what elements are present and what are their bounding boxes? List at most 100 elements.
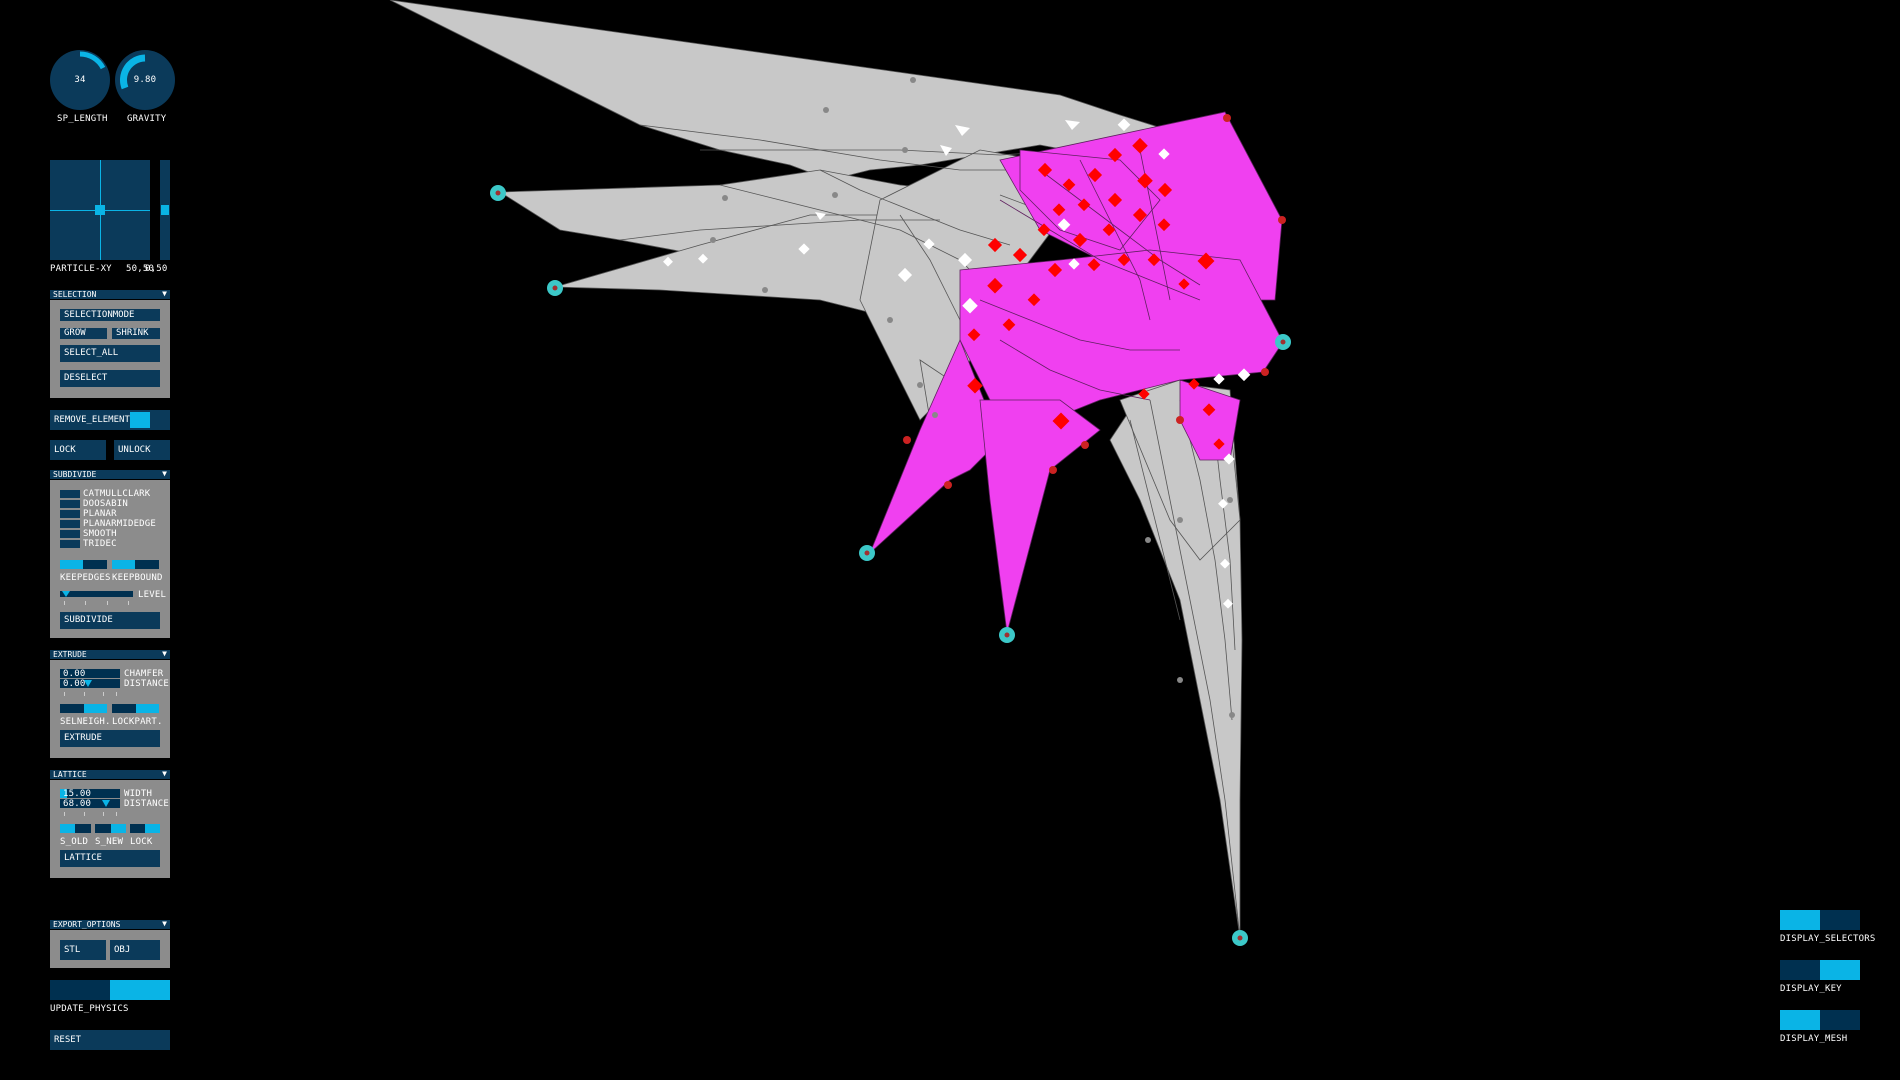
remove-element-label: REMOVE_ELEMENT <box>54 415 130 425</box>
gravity-knob-arc <box>120 54 146 90</box>
keepbound-toggle[interactable] <box>112 560 159 569</box>
selection-header[interactable]: SELECTION ▼ <box>50 289 170 299</box>
select-all-button[interactable]: SELECT_ALL <box>60 345 160 362</box>
deselect-button[interactable]: DESELECT <box>60 370 160 387</box>
chamfer-slider[interactable] <box>60 669 120 678</box>
subdivide-option-doosabin[interactable]: DOOSABIN <box>60 499 165 509</box>
export-options-header-label: EXPORT_OPTIONS <box>53 920 121 929</box>
sp-length-label: SP_LENGTH <box>57 114 108 124</box>
subdivide-option-planar[interactable]: PLANAR <box>60 509 165 519</box>
display-selectors-label: DISPLAY_SELECTORS <box>1780 934 1876 944</box>
update-physics-toggle[interactable] <box>50 980 170 1000</box>
subdivide-option-planarmidedge[interactable]: PLANARMIDEDGE <box>60 519 165 529</box>
remove-element-button[interactable]: REMOVE_ELEMENT <box>50 410 170 430</box>
distance-value: 0.00 <box>63 679 86 689</box>
particle-z-slider[interactable] <box>160 160 170 260</box>
radio-box <box>60 490 80 498</box>
display-mesh-toggle[interactable] <box>1780 1010 1860 1030</box>
extrude-header[interactable]: EXTRUDE ▼ <box>50 649 170 659</box>
s-old-toggle[interactable] <box>60 824 91 833</box>
width-label: WIDTH <box>124 789 153 799</box>
width-value: 15.00 <box>63 789 92 799</box>
selneigh-toggle[interactable] <box>60 704 107 713</box>
radio-box <box>60 510 80 518</box>
width-slider[interactable] <box>60 789 120 798</box>
extrude-button[interactable]: EXTRUDE <box>60 730 160 747</box>
particle-xy-handle[interactable] <box>95 205 105 215</box>
particle-z-handle <box>161 205 169 215</box>
display-key-toggle[interactable] <box>1780 960 1860 980</box>
display-mesh-label: DISPLAY_MESH <box>1780 1034 1848 1044</box>
display-selectors-toggle[interactable] <box>1780 910 1860 930</box>
lattice-header[interactable]: LATTICE ▼ <box>50 769 170 779</box>
vertex-points <box>710 77 1286 718</box>
subdivide-option-tridec[interactable]: TRIDEC <box>60 539 165 549</box>
display-key-label: DISPLAY_KEY <box>1780 984 1842 994</box>
particle-xy-label: PARTICLE-XY <box>50 264 112 274</box>
gravity-value: 9.80 <box>133 75 157 85</box>
stl-export-button[interactable]: STL <box>60 940 106 960</box>
collapse-caret-icon: ▼ <box>162 769 167 778</box>
s-new-label: S_NEW <box>95 837 124 847</box>
lattice-lock-label: LOCK <box>130 837 153 847</box>
sp-length-knob[interactable]: 34 <box>50 50 110 110</box>
subdivide-option-catmullclark[interactable]: CATMULLCLARK <box>60 489 165 499</box>
subdivide-option-label: SMOOTH <box>83 529 117 539</box>
subdivide-header-label: SUBDIVIDE <box>53 470 97 479</box>
particle-xy-value: 50,50 <box>126 264 155 274</box>
subdivide-option-label: PLANARMIDEDGE <box>83 519 157 529</box>
subdivide-header[interactable]: SUBDIVIDE ▼ <box>50 469 170 479</box>
particle-z-value: 0,50 <box>145 264 168 274</box>
unlock-button[interactable]: UNLOCK <box>114 440 170 460</box>
selection-mode-button[interactable]: SELECTIONMODE <box>60 309 160 321</box>
chamfer-label: CHAMFER <box>124 669 164 679</box>
lattice-distance-slider-handle <box>102 800 110 807</box>
magenta-selected-faces <box>869 111 1284 634</box>
lock-button[interactable]: LOCK <box>50 440 106 460</box>
gravity-knob[interactable]: 9.80 <box>115 50 175 110</box>
lockpart-label: LOCKPART. <box>112 717 163 727</box>
chamfer-value: 0.00 <box>63 669 86 679</box>
lattice-header-label: LATTICE <box>53 770 87 779</box>
grow-button[interactable]: GROW <box>60 328 107 339</box>
collapse-caret-icon: ▼ <box>162 649 167 658</box>
sp-length-value: 34 <box>74 75 86 85</box>
lattice-lock-toggle[interactable] <box>130 824 160 833</box>
distance-slider[interactable] <box>60 679 120 688</box>
subdivide-option-label: CATMULLCLARK <box>83 489 151 499</box>
s-new-toggle[interactable] <box>95 824 126 833</box>
radio-box <box>60 520 80 528</box>
shrink-button[interactable]: SHRINK <box>112 328 160 339</box>
subdivide-button[interactable]: SUBDIVIDE <box>60 612 160 629</box>
lattice-distance-label: DISTANCE <box>124 799 169 809</box>
collapse-caret-icon: ▼ <box>162 919 167 928</box>
lockpart-toggle[interactable] <box>112 704 159 713</box>
obj-export-button[interactable]: OBJ <box>110 940 160 960</box>
particle-xy-pad[interactable] <box>50 160 150 260</box>
subdivide-option-label: TRIDEC <box>83 539 117 549</box>
level-label: LEVEL <box>138 590 167 600</box>
keepbound-label: KEEPBOUND <box>112 573 163 583</box>
subdivide-option-label: DOOSABIN <box>83 499 128 509</box>
level-slider[interactable] <box>60 591 133 597</box>
subdivide-option-smooth[interactable]: SMOOTH <box>60 529 165 539</box>
remove-element-indicator <box>130 412 150 428</box>
radio-box <box>60 500 80 508</box>
subdivide-option-label: PLANAR <box>83 509 117 519</box>
collapse-caret-icon: ▼ <box>162 289 167 298</box>
keepedges-label: KEEPEDGES <box>60 573 111 583</box>
level-slider-handle <box>62 591 70 597</box>
gravity-label: GRAVITY <box>127 114 167 124</box>
lattice-button[interactable]: LATTICE <box>60 850 160 867</box>
s-old-label: S_OLD <box>60 837 89 847</box>
sp-length-knob-arc <box>79 51 106 70</box>
subdivide-options: CATMULLCLARK DOOSABIN PLANAR PLANARMIDED… <box>60 489 165 549</box>
keepedges-toggle[interactable] <box>60 560 107 569</box>
extrude-header-label: EXTRUDE <box>53 650 87 659</box>
reset-button[interactable]: RESET <box>50 1030 170 1050</box>
lattice-distance-slider[interactable] <box>60 799 120 808</box>
distance-slider-handle <box>84 680 92 687</box>
collapse-caret-icon: ▼ <box>162 469 167 478</box>
export-options-header[interactable]: EXPORT_OPTIONS ▼ <box>50 919 170 929</box>
